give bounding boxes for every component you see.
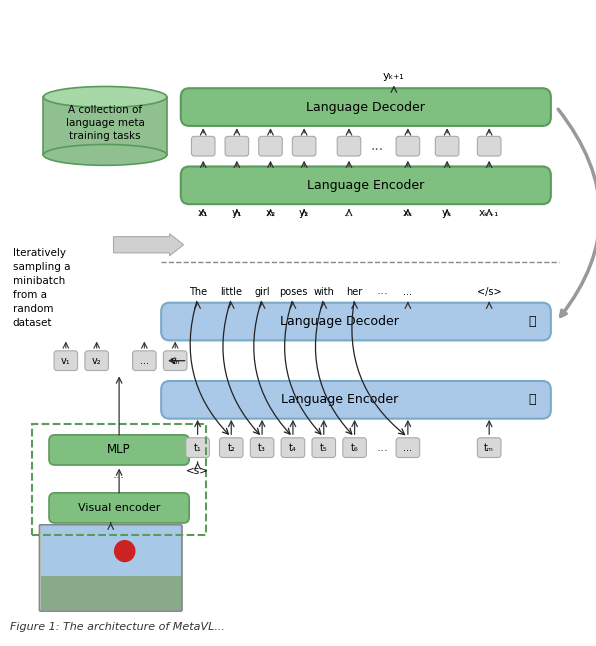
Text: with: with bbox=[313, 287, 334, 298]
Text: Language Decoder: Language Decoder bbox=[280, 315, 399, 328]
Text: ...: ... bbox=[140, 356, 149, 366]
Text: Iteratively
sampling a
minibatch
from a
random
dataset: Iteratively sampling a minibatch from a … bbox=[13, 247, 70, 328]
Text: ...: ... bbox=[344, 208, 354, 218]
FancyBboxPatch shape bbox=[281, 438, 305, 457]
FancyBboxPatch shape bbox=[337, 136, 361, 156]
Text: Figure 1: The architecture of MetaVL...: Figure 1: The architecture of MetaVL... bbox=[10, 621, 225, 632]
FancyBboxPatch shape bbox=[44, 97, 167, 155]
Text: xₖ₊₁: xₖ₊₁ bbox=[479, 208, 499, 218]
FancyBboxPatch shape bbox=[49, 493, 189, 523]
FancyBboxPatch shape bbox=[219, 438, 243, 457]
Text: y₁: y₁ bbox=[232, 208, 242, 218]
Text: t₄: t₄ bbox=[289, 443, 297, 453]
Text: her: her bbox=[346, 287, 363, 298]
Text: <s>: <s> bbox=[186, 466, 209, 476]
Ellipse shape bbox=[44, 87, 167, 107]
Text: yₖ: yₖ bbox=[442, 208, 452, 218]
Text: t₆: t₆ bbox=[350, 443, 358, 453]
FancyBboxPatch shape bbox=[293, 136, 316, 156]
Text: Language Decoder: Language Decoder bbox=[306, 101, 426, 114]
FancyBboxPatch shape bbox=[181, 89, 551, 126]
Text: A collection of
language meta
training tasks: A collection of language meta training t… bbox=[66, 105, 144, 141]
Text: v₂: v₂ bbox=[92, 356, 101, 366]
FancyBboxPatch shape bbox=[477, 438, 501, 457]
Text: tₘ: tₘ bbox=[484, 443, 494, 453]
Circle shape bbox=[114, 541, 135, 561]
Text: y₂: y₂ bbox=[299, 208, 309, 218]
FancyBboxPatch shape bbox=[186, 438, 209, 457]
Text: t₃: t₃ bbox=[258, 443, 266, 453]
FancyBboxPatch shape bbox=[191, 136, 215, 156]
Text: ...: ... bbox=[371, 139, 384, 153]
FancyBboxPatch shape bbox=[225, 136, 249, 156]
Text: </s>: </s> bbox=[477, 287, 501, 298]
Text: girl: girl bbox=[254, 287, 270, 298]
Text: little: little bbox=[221, 287, 242, 298]
FancyBboxPatch shape bbox=[312, 438, 336, 457]
FancyBboxPatch shape bbox=[41, 526, 181, 576]
Text: t₂: t₂ bbox=[227, 443, 235, 453]
Text: 🔒: 🔒 bbox=[529, 393, 536, 406]
FancyBboxPatch shape bbox=[49, 435, 189, 465]
FancyArrow shape bbox=[113, 234, 184, 256]
Text: ...: ... bbox=[403, 443, 412, 453]
Text: ...: ... bbox=[377, 284, 389, 298]
FancyBboxPatch shape bbox=[132, 351, 156, 371]
Text: Visual encoder: Visual encoder bbox=[78, 503, 160, 513]
Text: The: The bbox=[188, 287, 207, 298]
FancyBboxPatch shape bbox=[85, 351, 108, 371]
Text: x₂: x₂ bbox=[265, 208, 275, 218]
FancyBboxPatch shape bbox=[396, 136, 420, 156]
FancyBboxPatch shape bbox=[477, 136, 501, 156]
Text: ...: ... bbox=[377, 441, 389, 454]
Text: ...: ... bbox=[403, 287, 412, 298]
Text: poses: poses bbox=[279, 287, 307, 298]
FancyBboxPatch shape bbox=[396, 438, 420, 457]
Text: Language Encoder: Language Encoder bbox=[281, 393, 398, 406]
FancyBboxPatch shape bbox=[343, 438, 367, 457]
FancyBboxPatch shape bbox=[181, 167, 551, 204]
Text: MLP: MLP bbox=[107, 443, 131, 457]
FancyBboxPatch shape bbox=[54, 351, 77, 371]
FancyBboxPatch shape bbox=[161, 381, 551, 419]
Text: ...: ... bbox=[113, 468, 125, 481]
FancyBboxPatch shape bbox=[250, 438, 274, 457]
Text: t₁: t₁ bbox=[194, 443, 201, 453]
Text: v₁: v₁ bbox=[61, 356, 71, 366]
Text: yₖ₊₁: yₖ₊₁ bbox=[383, 70, 405, 81]
FancyBboxPatch shape bbox=[163, 351, 187, 371]
Text: vₙ: vₙ bbox=[170, 356, 180, 366]
Text: t₅: t₅ bbox=[320, 443, 328, 453]
Text: xₖ: xₖ bbox=[402, 208, 413, 218]
Ellipse shape bbox=[44, 145, 167, 165]
Text: 🔒: 🔒 bbox=[529, 315, 536, 328]
Text: Language Encoder: Language Encoder bbox=[307, 179, 424, 192]
FancyBboxPatch shape bbox=[161, 303, 551, 340]
FancyBboxPatch shape bbox=[41, 576, 181, 610]
FancyBboxPatch shape bbox=[39, 525, 182, 611]
FancyBboxPatch shape bbox=[435, 136, 459, 156]
Text: x₁: x₁ bbox=[198, 208, 209, 218]
FancyBboxPatch shape bbox=[259, 136, 283, 156]
